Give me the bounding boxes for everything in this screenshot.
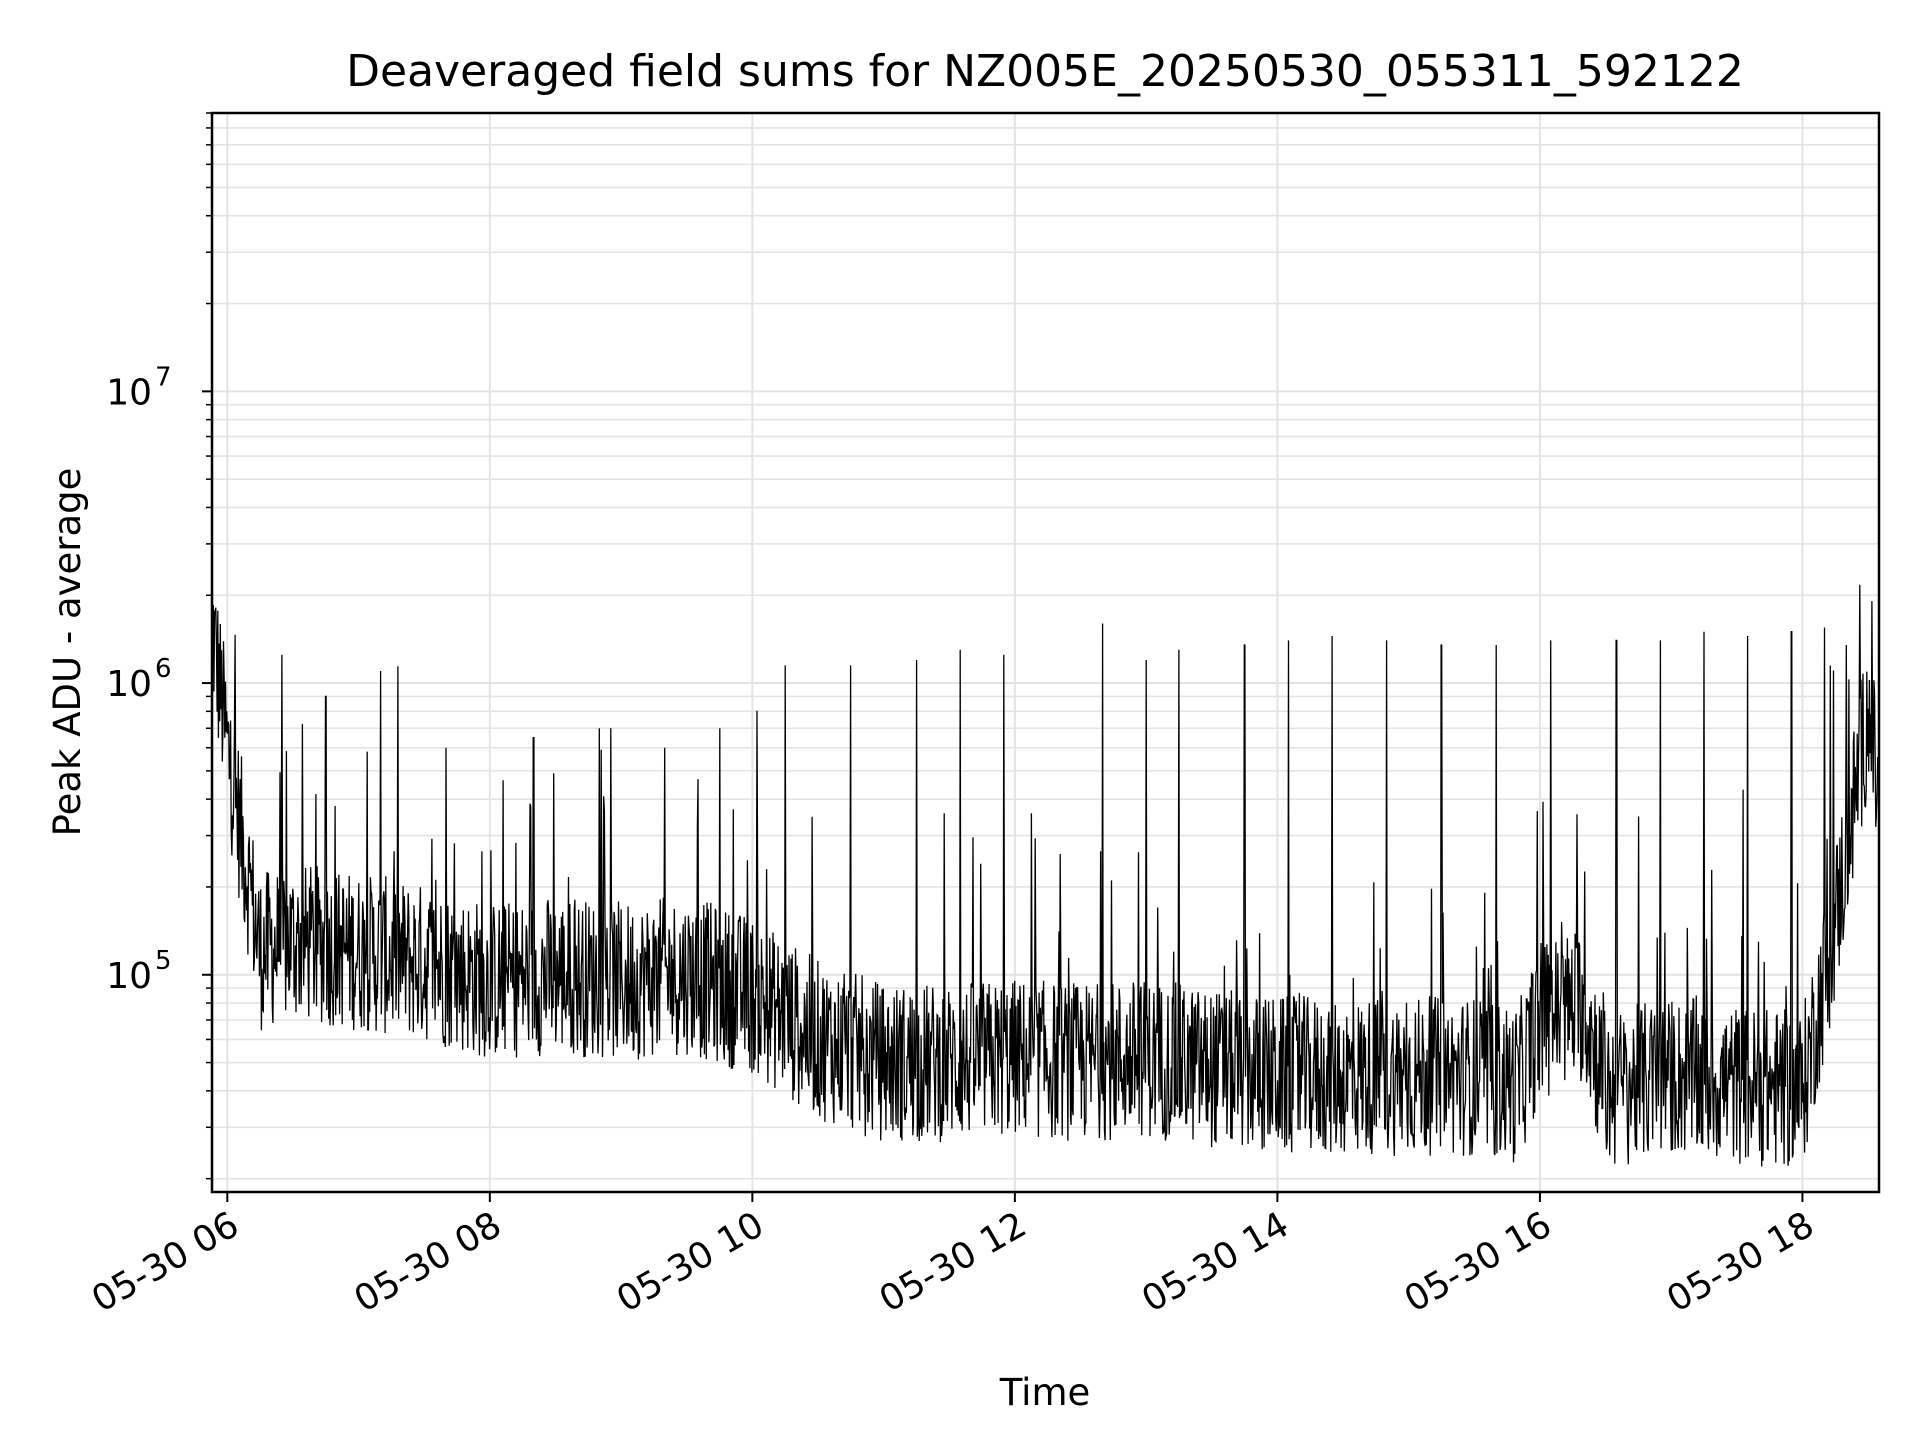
y-tick-label: 10 <box>106 372 152 413</box>
y-tick-exponent: 6 <box>155 654 172 684</box>
y-tick-exponent: 5 <box>155 946 172 976</box>
plot-frame <box>210 111 1881 1194</box>
series-layer <box>211 584 1880 1167</box>
y-tick-label: 10 <box>106 956 152 997</box>
y-tick-label: 10 <box>106 664 152 705</box>
y-tick-exponent: 7 <box>155 362 172 392</box>
y-axis-label: Peak ADU - average <box>46 468 89 837</box>
chart-title: Deaveraged field sums for NZ005E_2025053… <box>346 46 1744 97</box>
series-line <box>211 584 1880 1167</box>
x-axis-label: Time <box>999 1371 1091 1414</box>
